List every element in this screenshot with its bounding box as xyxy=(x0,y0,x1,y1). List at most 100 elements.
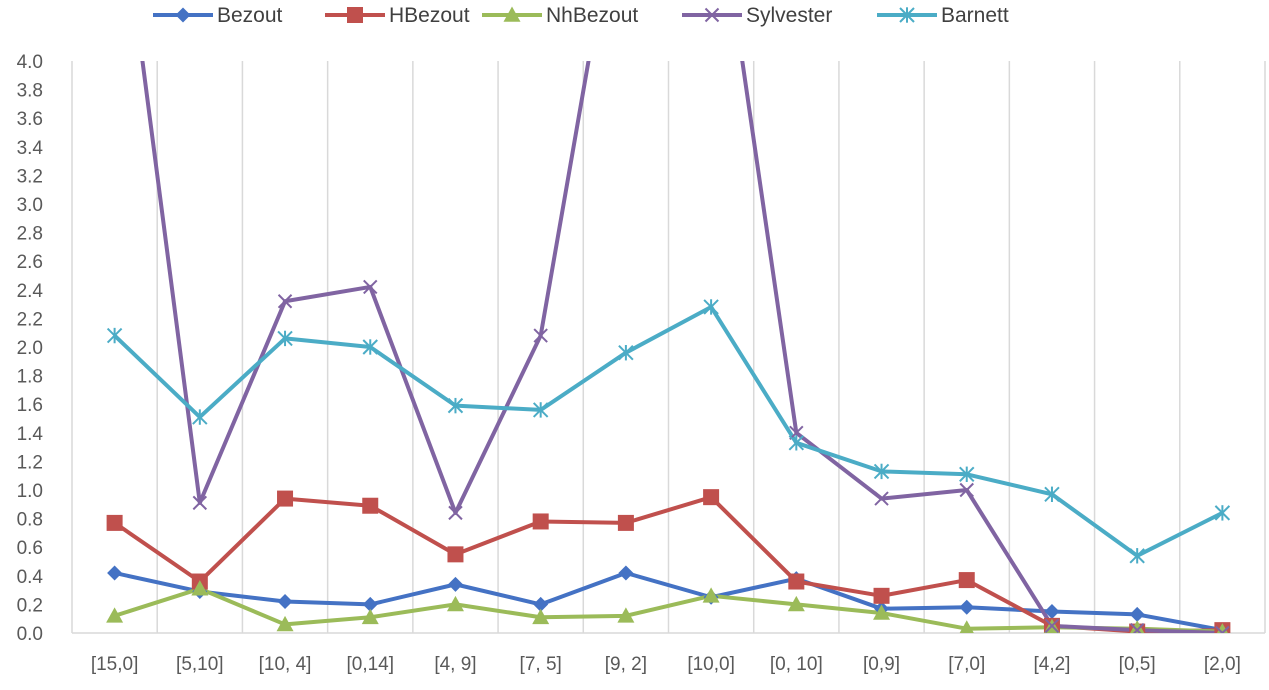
legend-label: Sylvester xyxy=(746,4,832,27)
series-line-hbezout xyxy=(113,495,1223,633)
data-point xyxy=(873,587,890,604)
data-point xyxy=(703,299,719,315)
y-tick-label: 2.8 xyxy=(17,224,43,245)
data-point xyxy=(1214,505,1231,521)
y-tick-label: 3.4 xyxy=(17,138,44,159)
data-point xyxy=(1044,618,1060,633)
data-point xyxy=(277,490,294,507)
data-point xyxy=(617,607,635,623)
y-tick-label: 3.8 xyxy=(17,81,43,102)
x-tick-label: [0,5] xyxy=(1119,654,1156,675)
data-point xyxy=(704,7,720,23)
legend-label: Bezout xyxy=(217,4,283,27)
legend: Bezout HBezout NhBezout Sylvester Barnett xyxy=(153,4,1009,27)
data-point xyxy=(533,328,548,343)
y-tick-label: 3.0 xyxy=(17,195,43,216)
y-tick-label: 2.0 xyxy=(17,338,43,359)
x-tick-label: [4, 9] xyxy=(434,654,476,675)
y-tick-label: 0.4 xyxy=(17,567,44,588)
x-tick-label: [4,2] xyxy=(1033,654,1070,675)
legend-item-sylvester: Sylvester xyxy=(682,4,832,27)
data-point xyxy=(362,596,378,612)
data-point xyxy=(788,435,805,451)
legend-item-bezout: Bezout xyxy=(153,4,283,27)
data-point xyxy=(106,327,123,344)
x-tick-label: [0,9] xyxy=(863,654,900,675)
x-tick-label: [10,0] xyxy=(687,654,735,675)
data-point xyxy=(362,339,378,355)
data-point xyxy=(532,608,550,625)
legend-label: Barnett xyxy=(941,4,1009,27)
data-point xyxy=(192,495,208,511)
y-tick-label: 2.2 xyxy=(17,309,43,330)
gridlines xyxy=(71,61,1266,633)
series-line-barnett xyxy=(113,304,1224,558)
data-point xyxy=(617,514,634,531)
x-tick-label: [7, 5] xyxy=(520,654,562,675)
data-point xyxy=(277,594,293,610)
legend-label: HBezout xyxy=(389,4,470,27)
y-tick-label: 0.2 xyxy=(17,595,43,616)
data-point xyxy=(1044,604,1060,620)
data-point xyxy=(447,397,464,414)
data-point xyxy=(899,7,915,23)
data-point xyxy=(1215,625,1230,633)
data-point xyxy=(347,7,363,23)
data-point xyxy=(959,599,975,615)
data-point xyxy=(874,491,889,506)
data-point xyxy=(959,466,975,482)
data-point xyxy=(702,587,720,603)
x-tick-label: [2,0] xyxy=(1204,654,1241,675)
data-point xyxy=(788,573,805,590)
x-tick-label: [10, 4] xyxy=(259,654,312,675)
x-tick-label: [5,10] xyxy=(176,654,224,675)
series-group xyxy=(113,61,1224,633)
data-point xyxy=(191,580,209,596)
data-point xyxy=(959,620,974,633)
data-point xyxy=(277,294,293,309)
y-tick-label: 0.8 xyxy=(17,510,43,531)
y-tick-label: 2.4 xyxy=(17,281,44,302)
data-point xyxy=(618,345,634,361)
data-point xyxy=(703,489,720,506)
data-point xyxy=(1044,486,1060,502)
data-point xyxy=(532,513,549,530)
data-point xyxy=(1129,606,1145,622)
data-point xyxy=(873,463,890,480)
data-point xyxy=(503,6,521,22)
series-line-sylvester xyxy=(140,61,1223,633)
data-point xyxy=(873,604,891,620)
y-tick-label: 0.0 xyxy=(17,624,43,645)
data-point xyxy=(107,565,123,581)
data-point xyxy=(533,596,549,612)
data-point xyxy=(447,546,464,563)
x-tick-label: [0, 10] xyxy=(770,654,823,675)
y-tick-label: 0.6 xyxy=(17,538,43,559)
y-axis: 0.0 0.2 0.4 0.6 0.8 1.0 1.2 1.4 1.6 1.8 2.0 2.2 2.4 2… xyxy=(17,52,44,645)
data-point xyxy=(361,608,379,625)
legend-label: NhBezout xyxy=(546,4,638,27)
data-point xyxy=(448,505,463,521)
data-point xyxy=(277,330,293,347)
data-point xyxy=(175,7,191,23)
y-tick-label: 3.2 xyxy=(17,166,43,187)
x-axis: [15,0] [5,10] [10, 4] [0,14] [4, 9] [7, 5] [9,… xyxy=(91,654,1241,675)
data-point xyxy=(958,572,975,589)
data-point xyxy=(959,482,974,498)
data-point xyxy=(787,595,805,612)
x-tick-label: [9, 2] xyxy=(605,654,647,675)
data-point xyxy=(446,595,464,612)
data-point xyxy=(106,607,124,623)
data-point xyxy=(618,565,634,581)
series-line-bezout xyxy=(114,570,1223,633)
x-tick-label: [15,0] xyxy=(91,654,139,675)
data-point xyxy=(106,514,123,531)
series-line-nhbezout xyxy=(113,586,1223,633)
y-tick-label: 1.4 xyxy=(17,424,44,445)
legend-item-barnett: Barnett xyxy=(877,4,1009,27)
x-tick-label: [0,14] xyxy=(346,654,394,675)
data-point xyxy=(362,497,379,514)
y-tick-label: 1.0 xyxy=(17,481,43,502)
data-point xyxy=(1129,548,1145,564)
